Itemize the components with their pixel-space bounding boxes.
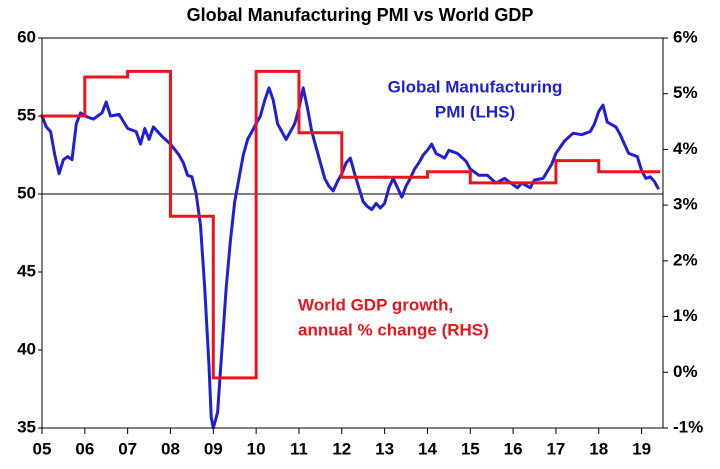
y2-tick-label: 0%: [673, 362, 698, 381]
x-tick-label: 12: [332, 439, 351, 458]
series-label: Global Manufacturing: [388, 77, 563, 96]
x-tick-label: 10: [247, 439, 266, 458]
x-tick-label: 16: [504, 439, 523, 458]
y-tick-label: 45: [17, 261, 36, 280]
y2-tick-label: 2%: [673, 250, 698, 269]
x-tick-label: 09: [204, 439, 223, 458]
x-tick-label: 11: [290, 439, 308, 458]
x-tick-label: 06: [75, 439, 94, 458]
y2-tick-label: 6%: [673, 27, 698, 46]
series-label: World GDP growth,: [298, 295, 453, 314]
x-tick-label: 19: [632, 439, 651, 458]
y2-tick-label: -1%: [673, 417, 703, 436]
x-tick-label: 14: [418, 439, 437, 458]
y-tick-label: 40: [17, 339, 36, 358]
x-tick-label: 17: [546, 439, 565, 458]
plot-frame: [41, 37, 664, 429]
y-tick-label: 35: [17, 417, 36, 436]
y-tick-label: 50: [17, 183, 36, 202]
series-label: PMI (LHS): [435, 102, 515, 121]
y2-tick-label: 4%: [673, 139, 698, 158]
y2-tick-label: 5%: [673, 83, 698, 102]
x-tick-label: 18: [589, 439, 608, 458]
x-tick-label: 15: [461, 439, 480, 458]
y-tick-label: 55: [17, 105, 36, 124]
series-label: annual % change (RHS): [298, 320, 489, 339]
y2-tick-label: 3%: [673, 195, 698, 214]
x-tick-label: 08: [161, 439, 180, 458]
y-tick-label: 60: [17, 27, 36, 46]
x-tick-label: 05: [33, 439, 52, 458]
x-tick-label: 13: [375, 439, 394, 458]
y2-tick-label: 1%: [673, 306, 698, 325]
series-line: [40, 86, 661, 430]
x-tick-label: 07: [118, 439, 137, 458]
chart-title: Global Manufacturing PMI vs World GDP: [187, 5, 534, 25]
